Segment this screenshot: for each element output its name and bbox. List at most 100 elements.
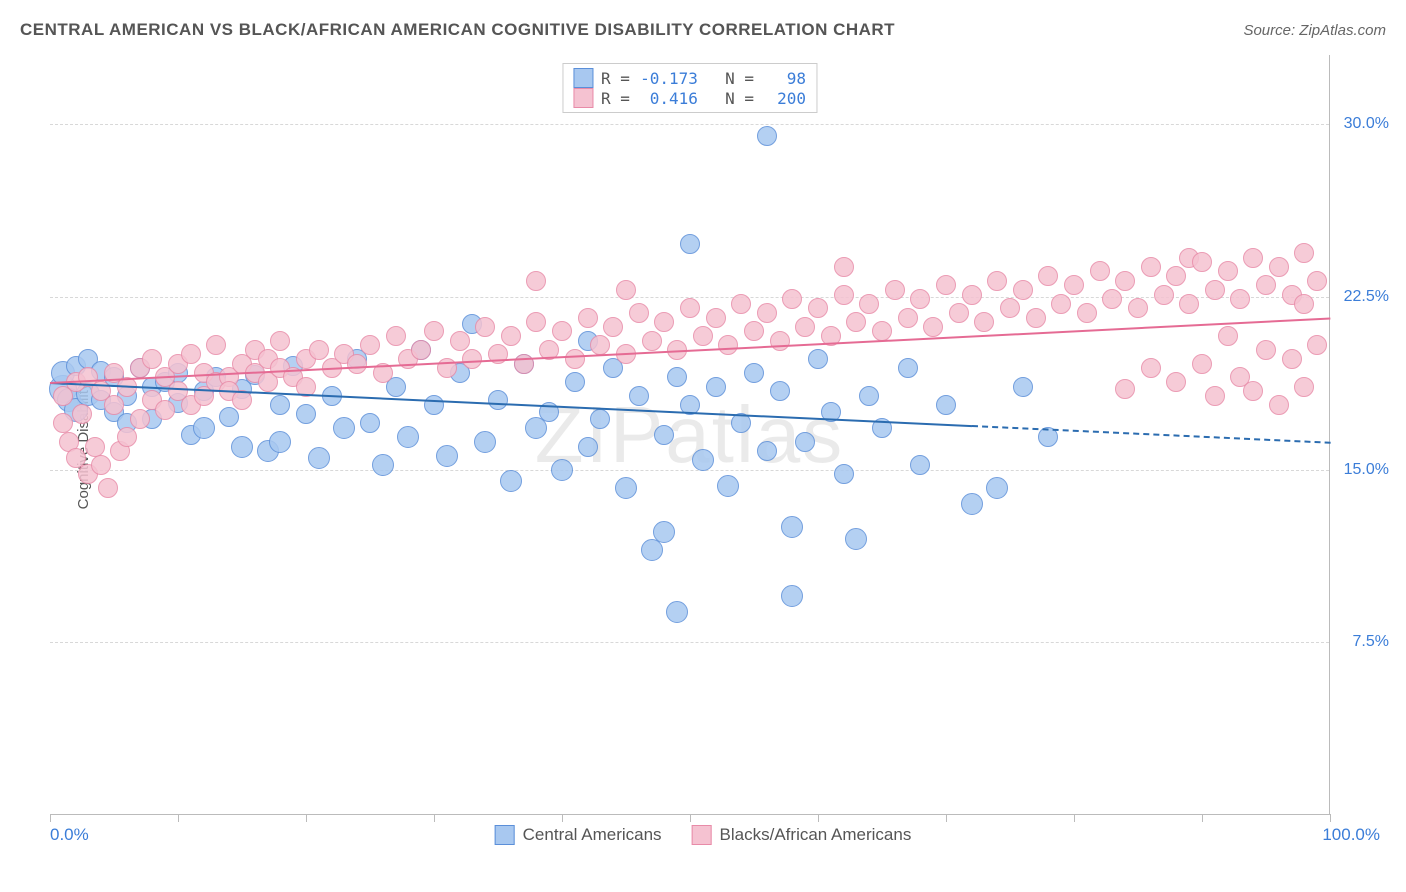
data-point [436, 445, 458, 467]
data-point [98, 478, 118, 498]
data-point [846, 312, 866, 332]
data-point [603, 317, 623, 337]
data-point [744, 363, 764, 383]
data-point [1269, 395, 1289, 415]
data-point [706, 377, 726, 397]
data-point [859, 386, 879, 406]
data-point [1064, 275, 1084, 295]
legend-n-label: N = [706, 69, 754, 88]
legend-swatch [692, 825, 712, 845]
data-point [232, 390, 252, 410]
data-point [949, 303, 969, 323]
data-point [450, 331, 470, 351]
data-point [693, 326, 713, 346]
data-point [757, 441, 777, 461]
grid-line [50, 470, 1329, 471]
data-point [360, 335, 380, 355]
data-point [834, 285, 854, 305]
x-axis-min-label: 0.0% [50, 825, 89, 845]
data-point [923, 317, 943, 337]
data-point [1282, 349, 1302, 369]
data-point [1115, 271, 1135, 291]
data-point [974, 312, 994, 332]
data-point [910, 455, 930, 475]
x-tick [818, 814, 819, 822]
data-point [104, 395, 124, 415]
data-point [961, 493, 983, 515]
data-point [782, 289, 802, 309]
legend-series-label: Central Americans [523, 825, 662, 845]
data-point [1205, 280, 1225, 300]
data-point [1026, 308, 1046, 328]
data-point [654, 312, 674, 332]
data-point [1013, 377, 1033, 397]
data-point [501, 326, 521, 346]
legend-n-label: N = [706, 89, 754, 108]
data-point [616, 280, 636, 300]
data-point [269, 431, 291, 453]
data-point [1256, 340, 1276, 360]
legend-n-value: 200 [762, 89, 806, 108]
data-point [718, 335, 738, 355]
data-point [1192, 252, 1212, 272]
data-point [898, 358, 918, 378]
data-point [1166, 372, 1186, 392]
chart-source: Source: ZipAtlas.com [1243, 22, 1386, 39]
legend-swatch [573, 68, 593, 88]
data-point [474, 431, 496, 453]
data-point [578, 437, 598, 457]
data-point [1230, 289, 1250, 309]
data-point [615, 477, 637, 499]
data-point [1179, 294, 1199, 314]
data-point [231, 436, 253, 458]
chart-title: CENTRAL AMERICAN VS BLACK/AFRICAN AMERIC… [20, 20, 895, 40]
data-point [1141, 257, 1161, 277]
grid-line [50, 124, 1329, 125]
x-tick [306, 814, 307, 822]
data-point [1141, 358, 1161, 378]
data-point [808, 298, 828, 318]
data-point [680, 234, 700, 254]
data-point [526, 271, 546, 291]
data-point [475, 317, 495, 337]
data-point [1000, 298, 1020, 318]
y-tick-label: 7.5% [1353, 633, 1389, 651]
x-tick [1330, 814, 1331, 822]
legend-r-label: R = [601, 89, 630, 108]
data-point [1090, 261, 1110, 281]
data-point [181, 344, 201, 364]
data-point [270, 395, 290, 415]
x-tick [1202, 814, 1203, 822]
x-tick [50, 814, 51, 822]
data-point [500, 470, 522, 492]
data-point [653, 521, 675, 543]
data-point [1307, 335, 1327, 355]
data-point [72, 404, 92, 424]
data-point [53, 413, 73, 433]
data-point [757, 126, 777, 146]
data-point [372, 454, 394, 476]
data-point [360, 413, 380, 433]
data-point [308, 447, 330, 469]
data-point [986, 477, 1008, 499]
data-point [590, 409, 610, 429]
legend-row: R =0.416 N =200 [573, 88, 806, 108]
data-point [219, 407, 239, 427]
legend-swatch [495, 825, 515, 845]
data-point [629, 386, 649, 406]
data-point [309, 340, 329, 360]
data-point [155, 400, 175, 420]
legend-r-value: -0.173 [638, 69, 698, 88]
legend-series-label: Blacks/African Americans [720, 825, 912, 845]
trend-line-extrapolated [972, 425, 1330, 444]
data-point [347, 354, 367, 374]
x-tick [1074, 814, 1075, 822]
data-point [680, 298, 700, 318]
data-point [206, 335, 226, 355]
data-point [987, 271, 1007, 291]
data-point [565, 349, 585, 369]
data-point [1166, 266, 1186, 286]
data-point [1205, 386, 1225, 406]
data-point [551, 459, 573, 481]
legend-item: Blacks/African Americans [692, 825, 912, 845]
